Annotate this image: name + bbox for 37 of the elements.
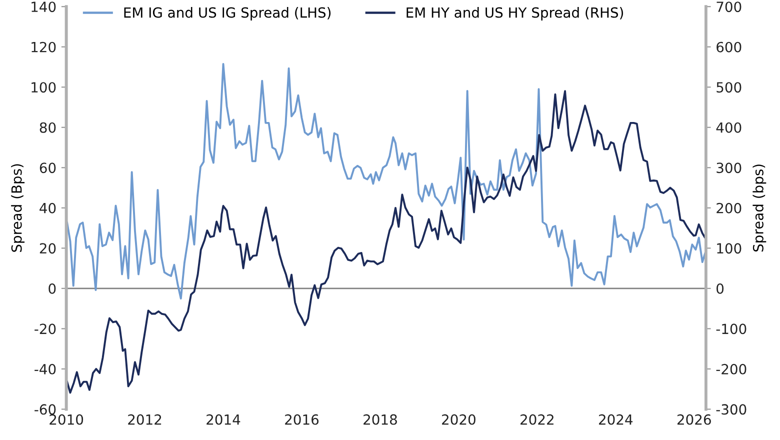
x-tick-label: 2026 [677,414,711,425]
y2-tick-label: 100 [717,243,742,254]
x-tick-label: 2010 [50,414,84,425]
x-tick-label: 2018 [364,414,397,425]
y2-tick-label: -100 [716,324,746,334]
y-tick-label: 100 [32,82,56,93]
y-tick-label: 140 [32,2,56,12]
y-tick-label: -40 [34,364,56,374]
line-series [66,62,706,300]
y-tick-label: 0 [48,283,56,294]
y2-tick-label: 300 [716,162,742,174]
x-tick-label: 2024 [598,414,633,425]
y2-tick-label: 500 [716,82,742,93]
x-tick-label: 2020 [442,414,476,425]
y-tick-label: -60 [34,404,56,415]
y-tick-label: 80 [40,122,56,133]
y2-tick-label: 0 [716,283,724,294]
y-tick-label: 40 [40,202,56,214]
y2-tick-label: 400 [716,122,742,133]
legend-label: EM HY and US HY Spread (RHS) [406,7,624,20]
y-tick-label: 60 [40,162,56,174]
line-series [66,90,706,394]
y2-tick-label: -200 [716,364,746,374]
y2-tick-label: 200 [716,202,742,214]
x-tick-label: 2012 [128,414,162,425]
x-tick-label: 2016 [285,414,319,425]
y-tick-label: 120 [32,42,56,52]
y2-tick-label: 600 [716,42,742,52]
y-tick-label: 20 [40,243,56,254]
legend-label: EM IG and US IG Spread (LHS) [124,7,331,20]
y2-tick-label: 700 [716,2,742,12]
y2-tick-label: -300 [716,404,746,415]
x-tick-label: 2014 [206,414,240,425]
x-tick-label: 2022 [520,414,554,425]
y2-axis-title: Spread (bps) [752,164,766,252]
y-axis-title: Spread (Bps) [11,164,25,252]
y-tick-label: -20 [34,324,56,334]
